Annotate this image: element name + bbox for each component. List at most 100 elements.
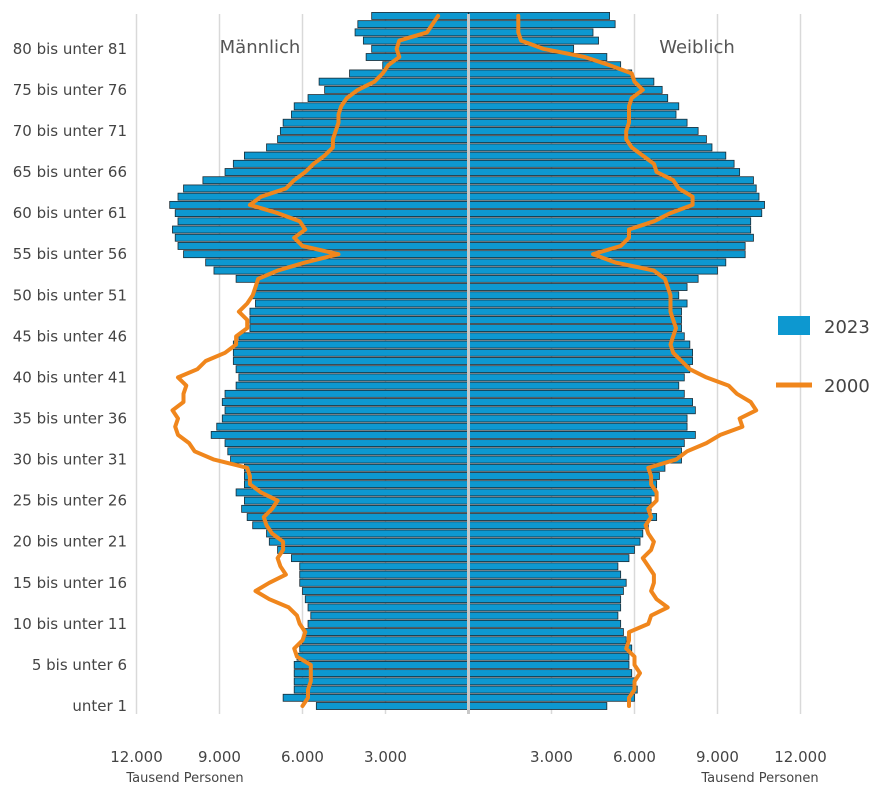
- bar-female-2023: [468, 488, 658, 497]
- bar-female-2023: [468, 381, 680, 390]
- bar-male-2023: [169, 200, 469, 209]
- bar-male-2023: [277, 546, 469, 554]
- bar-female-2023: [468, 12, 611, 20]
- bar-male-2023: [177, 217, 469, 226]
- bar-male-2023: [224, 406, 469, 415]
- bar-female-2023: [468, 184, 757, 193]
- bar-male-2023: [213, 266, 469, 275]
- bar-male-2023: [279, 127, 469, 135]
- bar-male-2023: [205, 258, 469, 267]
- bar-female-2023: [468, 480, 658, 489]
- bar-male-2023: [232, 340, 469, 349]
- bar-female-2023: [468, 554, 630, 563]
- x-tick-label-left: 6.000: [281, 748, 324, 766]
- bar-female-2023: [468, 611, 619, 620]
- x-unit-label-right: Tausend Personen: [700, 771, 818, 786]
- bar-male-2023: [277, 135, 469, 144]
- age-tick-label: 25 bis unter 26: [13, 492, 127, 510]
- bar-male-2023: [362, 36, 469, 45]
- age-tick-label: 45 bis unter 46: [13, 327, 127, 345]
- line-male-2000: [170, 13, 441, 708]
- bar-male-2023: [266, 143, 469, 152]
- bar-female-2023: [468, 455, 682, 464]
- x-tick-label-right: 12.000: [774, 748, 827, 766]
- x-tick-label-left: 3.000: [364, 748, 407, 766]
- side-label-right: Weiblich: [659, 37, 735, 58]
- age-tick-label: 30 bis unter 31: [13, 451, 127, 469]
- bar-male-2023: [232, 159, 469, 168]
- line-female-2000: [516, 13, 759, 708]
- bar-male-2023: [296, 652, 469, 661]
- bar-female-2023: [468, 291, 680, 300]
- bar-male-2023: [310, 611, 469, 620]
- bar-male-2023: [174, 233, 469, 242]
- bar-female-2023: [468, 430, 696, 439]
- bar-female-2023: [468, 628, 624, 636]
- bar-male-2023: [255, 283, 469, 291]
- bar-male-2023: [315, 702, 469, 710]
- bar-female-2023: [468, 644, 633, 653]
- bar-male-2023: [216, 422, 469, 431]
- bar-female-2023: [468, 266, 718, 275]
- bar-female-2023: [468, 258, 727, 267]
- side-label-left: Männlich: [220, 37, 301, 58]
- bar-female-2023: [468, 110, 677, 119]
- bar-male-2023: [243, 472, 469, 480]
- bar-female-2023: [468, 233, 754, 242]
- bar-female-2023: [468, 537, 641, 546]
- bar-male-2023: [235, 365, 469, 374]
- age-axis-labels: 80 bis unter 81 75 bis unter 76 70 bis unt…: [13, 40, 127, 715]
- bar-female-2023: [468, 357, 694, 365]
- bar-male-2023: [293, 669, 469, 678]
- age-tick-label: 70 bis unter 71: [13, 122, 127, 140]
- bar-female-2023: [468, 595, 622, 604]
- bar-male-2023: [232, 348, 469, 357]
- bar-male-2023: [183, 184, 469, 193]
- bar-female-2023: [468, 200, 765, 209]
- x-tick-label-left: 12.000: [110, 748, 163, 766]
- x-tick-label-right: 3.000: [530, 748, 573, 766]
- bar-male-2023: [357, 20, 469, 29]
- age-tick-label: 50 bis unter 51: [13, 286, 127, 304]
- bar-female-2023: [468, 102, 680, 111]
- bar-male-2023: [174, 209, 469, 218]
- age-tick-label: 80 bis unter 81: [13, 40, 127, 58]
- bar-male-2023: [371, 12, 469, 20]
- bar-female-2023: [468, 389, 685, 398]
- bar-male-2023: [293, 677, 469, 686]
- bar-female-2023: [468, 562, 619, 571]
- bar-female-2023: [468, 496, 652, 505]
- bar-male-2023: [282, 693, 469, 702]
- legend-label-2000: 2000: [824, 376, 870, 397]
- bar-male-2023: [268, 537, 469, 546]
- bar-male-2023: [235, 381, 469, 390]
- bar-female-2023: [468, 332, 685, 341]
- x-tick-label-right: 9.000: [696, 748, 739, 766]
- bar-male-2023: [365, 53, 469, 61]
- bar-male-2023: [266, 529, 469, 538]
- bar-male-2023: [324, 85, 469, 94]
- bar-male-2023: [307, 94, 469, 102]
- bar-male-2023: [307, 603, 469, 612]
- bar-female-2023: [468, 472, 660, 480]
- age-tick-label: 5 bis unter 6: [32, 656, 127, 674]
- bar-female-2023: [468, 283, 688, 291]
- bar-female-2023: [468, 324, 682, 333]
- bar-male-2023: [299, 570, 469, 579]
- age-tick-label: 35 bis unter 36: [13, 409, 127, 427]
- bar-female-2023: [468, 143, 713, 152]
- bar-female-2023: [468, 529, 644, 538]
- bar-female-2023: [468, 307, 682, 316]
- age-tick-label: 60 bis unter 61: [13, 204, 127, 222]
- bar-male-2023: [243, 151, 469, 160]
- x-unit-label-left: Tausend Personen: [125, 771, 243, 786]
- bar-female-2023: [468, 702, 608, 710]
- age-tick-label: 65 bis unter 66: [13, 163, 127, 181]
- age-tick-label: 10 bis unter 11: [13, 615, 127, 633]
- bar-male-2023: [202, 176, 469, 185]
- bar-male-2023: [232, 357, 469, 365]
- bar-male-2023: [291, 554, 469, 563]
- bar-female-2023: [468, 447, 682, 456]
- bars-2023: [169, 12, 765, 710]
- bar-female-2023: [468, 521, 649, 530]
